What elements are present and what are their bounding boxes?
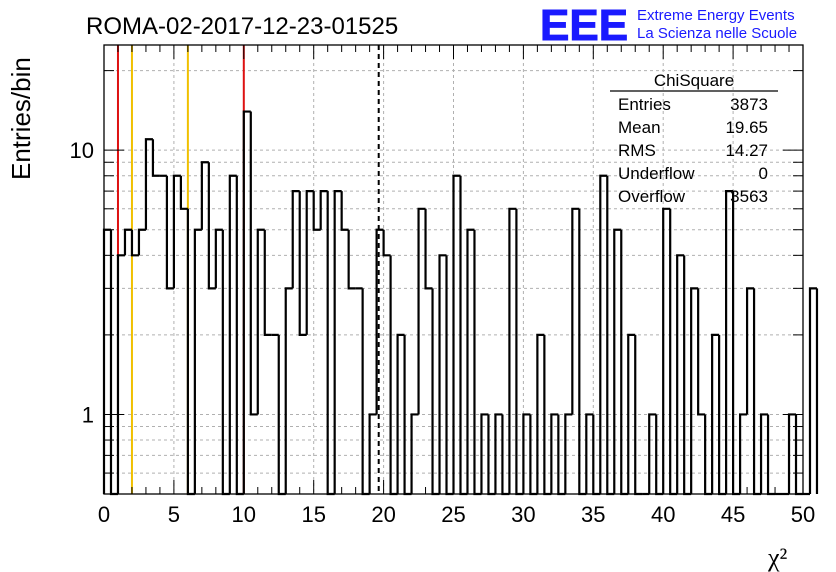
histogram-bin	[662, 207, 671, 494]
histogram-bin	[452, 174, 461, 494]
x-tick-label: 45	[721, 502, 745, 527]
x-tick-label: 40	[651, 502, 675, 527]
histogram-bin	[368, 413, 377, 494]
histogram-bin	[417, 207, 426, 415]
histogram-bin	[179, 175, 188, 210]
histogram-bin	[347, 229, 356, 290]
histogram-bin	[116, 254, 125, 494]
histogram-bin	[256, 228, 265, 415]
logo-line-2: La Scienza nelle Scuole	[637, 25, 797, 42]
x-tick-label: 50	[791, 502, 815, 527]
histogram-bin	[144, 138, 153, 230]
stats-label-underflow: Underflow	[618, 164, 695, 183]
x-tick-label: 5	[168, 502, 180, 527]
histogram-bin	[228, 174, 237, 494]
stats-label-mean: Mean	[618, 118, 661, 137]
histogram-bin	[396, 333, 405, 494]
histogram-bin	[151, 139, 160, 177]
histogram-bin	[508, 207, 517, 494]
stats-value-mean: 19.65	[725, 118, 768, 137]
stats-value-overflow: 3563	[730, 187, 768, 206]
x-tick-label: 15	[301, 502, 325, 527]
histogram-bin	[738, 413, 748, 494]
histogram-bin	[725, 190, 734, 494]
stats-value-underflow: 0	[759, 164, 768, 183]
histogram-bin	[494, 413, 503, 494]
histogram-bin	[571, 207, 580, 415]
histogram-bin	[627, 333, 636, 494]
histogram-bin	[690, 287, 699, 494]
histogram-bin	[130, 229, 139, 257]
histogram-bin	[745, 287, 755, 415]
histogram-bin	[207, 162, 216, 290]
run-title: ROMA-02-2017-12-23-01525	[86, 13, 398, 40]
histogram-bin	[808, 287, 817, 494]
histogram-bin	[711, 333, 720, 494]
x-tick-label: 25	[441, 502, 465, 527]
histogram-bin	[438, 254, 447, 494]
histogram-bin	[123, 228, 132, 256]
histogram-bin	[305, 190, 314, 335]
histogram-bin	[298, 191, 307, 336]
histogram-bin	[676, 254, 685, 494]
histogram-bin	[165, 175, 174, 290]
histogram-bin	[193, 228, 202, 494]
x-axis-label: χ²	[767, 543, 788, 572]
histogram-bin	[340, 191, 349, 231]
x-tick-label: 30	[511, 502, 535, 527]
histogram-bin	[613, 228, 622, 494]
histogram-bin	[375, 228, 384, 415]
histogram-bin	[200, 161, 209, 230]
histogram-bin	[550, 413, 559, 494]
histogram-bin	[291, 190, 300, 289]
histogram-bin	[263, 229, 272, 336]
histogram-bin	[214, 228, 223, 289]
y-tick-label: 10	[70, 138, 94, 163]
histogram-bin	[137, 228, 146, 256]
histogram-bin	[284, 287, 293, 494]
x-tick-label: 0	[98, 502, 110, 527]
stats-label-entries: Entries	[618, 95, 671, 114]
stats-title: ChiSquare	[654, 71, 734, 90]
histogram-bin	[759, 413, 769, 494]
histogram-bin	[249, 111, 258, 416]
histogram-bin	[564, 413, 573, 494]
y-axis-label: Entries/bin	[6, 57, 36, 180]
histogram-bin	[333, 190, 342, 494]
histogram-bin	[480, 413, 489, 494]
stats-box: ChiSquare Entries 3873 Mean 19.65 RMS 14…	[610, 71, 778, 206]
x-tick-label: 20	[371, 502, 395, 527]
histogram-bin	[599, 174, 608, 494]
tick-labels: 0 5 10 15 20 25 30 35 40 45 50 1 10	[70, 138, 816, 527]
x-tick-label: 35	[581, 502, 605, 527]
histogram-bars	[102, 110, 819, 496]
eee-logo: EEE	[540, 1, 628, 50]
histogram-bin	[648, 413, 657, 494]
y-tick-label: 1	[82, 402, 94, 427]
stats-value-entries: 3873	[730, 95, 768, 114]
histogram-bin	[319, 190, 328, 230]
axes	[103, 44, 804, 495]
histogram-bin	[466, 228, 475, 494]
histogram-bin	[697, 288, 706, 416]
stats-value-rms: 14.27	[725, 141, 768, 160]
histogram-bin	[312, 191, 321, 231]
x-tick-label: 10	[232, 502, 256, 527]
stats-label-rms: RMS	[618, 141, 656, 160]
histogram-bin	[522, 413, 531, 494]
histogram-bin	[424, 208, 433, 290]
histogram-bin	[242, 110, 251, 494]
histogram-bin	[536, 333, 545, 494]
logo-line-1: Extreme Energy Events	[637, 7, 795, 24]
histogram-bin	[585, 413, 594, 494]
histogram-bin	[382, 229, 391, 257]
stats-label-overflow: Overflow	[618, 187, 686, 206]
histogram-bin	[172, 174, 181, 289]
histogram-bin	[410, 413, 419, 494]
